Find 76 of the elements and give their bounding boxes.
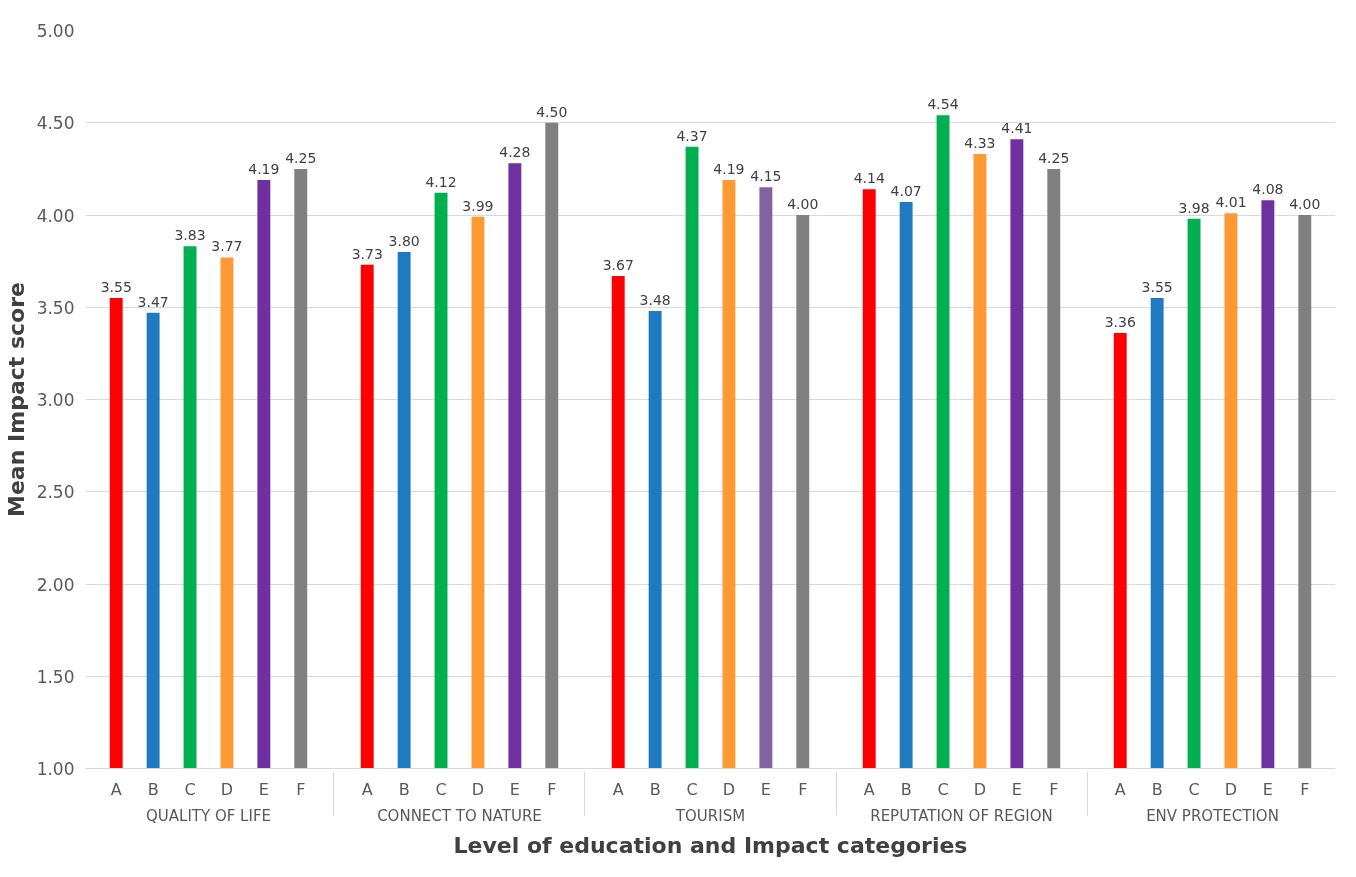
data-label: 3.48 (639, 291, 671, 308)
text: E (760, 779, 771, 799)
data-label: 3.73 (351, 245, 383, 262)
data-label: 4.25 (285, 149, 317, 166)
data-label: 4.54 (927, 96, 959, 113)
series-label: F (296, 779, 306, 799)
text: B (649, 779, 661, 799)
data-label: 3.80 (388, 232, 420, 249)
x-tick-label: CONNECT TO NATURE (377, 806, 542, 825)
data-label: 4.41 (1001, 120, 1033, 137)
text: D (722, 779, 736, 799)
x-tick-label: QUALITY OF LIFE (145, 806, 271, 825)
text: B (900, 779, 912, 799)
series-label: E (258, 779, 269, 799)
text: B (1151, 779, 1163, 799)
text: E (1011, 779, 1022, 799)
data-label: 3.99 (462, 197, 494, 214)
series-label: C (184, 779, 196, 799)
y-tick-label: 1.50 (36, 666, 75, 687)
text: F (1049, 779, 1059, 799)
data-label: 3.55 (100, 279, 132, 296)
series-label: A (110, 779, 122, 799)
series-label: B (147, 779, 159, 799)
y-tick-label: 3.50 (36, 297, 75, 318)
text: C (937, 779, 949, 799)
data-label: 4.14 (853, 170, 885, 187)
x-tick-label: TOURISM (674, 806, 746, 825)
data-label: 4.19 (248, 160, 280, 177)
data-label: 4.08 (1252, 181, 1284, 198)
y-tick-label: 2.00 (36, 574, 75, 595)
text: C (686, 779, 698, 799)
x-tick-label: REPUTATION OF REGION (870, 806, 1053, 825)
data-label: 3.83 (174, 227, 206, 244)
text: E (509, 779, 520, 799)
data-label: 4.37 (676, 127, 708, 144)
data-label: 4.00 (787, 196, 819, 212)
data-label: 4.25 (1038, 149, 1070, 166)
series-label: D (220, 779, 234, 799)
data-label: 4.33 (964, 135, 996, 152)
y-tick-label: 5.00 (36, 21, 75, 41)
data-label: 4.00 (1289, 196, 1321, 212)
data-label: 4.15 (750, 168, 782, 185)
y-axis-title: Mean Impact score (3, 282, 29, 517)
text: A (1114, 779, 1126, 799)
text: D (973, 779, 987, 799)
text: D (1224, 779, 1238, 799)
data-label: 3.98 (1178, 199, 1210, 216)
data-label: 4.19 (713, 160, 745, 177)
data-label: 4.07 (890, 183, 922, 200)
data-label: 3.55 (1141, 279, 1173, 296)
data-label: 4.28 (499, 144, 531, 161)
text: A (361, 779, 373, 799)
data-label: 4.01 (1215, 194, 1247, 211)
text: C (1188, 779, 1200, 799)
data-label: 4.50 (536, 103, 568, 120)
text: D (471, 779, 485, 799)
y-tick-label: 4.50 (36, 113, 75, 134)
text: E (1262, 779, 1273, 799)
data-label: 3.36 (1104, 314, 1136, 331)
text: F (547, 779, 557, 799)
text: F (1300, 779, 1310, 799)
y-tick-label: 4.00 (36, 205, 75, 226)
text: A (863, 779, 875, 799)
x-axis-title: Level of education and Impact categories (453, 832, 968, 858)
text: B (398, 779, 410, 799)
data-label: 4.12 (425, 173, 457, 190)
text: F (798, 779, 808, 799)
x-tick-label: ENV PROTECTION (1146, 806, 1279, 825)
y-tick-label: 1.00 (36, 759, 75, 779)
text: C (435, 779, 447, 799)
data-label: 3.67 (602, 256, 634, 273)
data-label: 3.47 (137, 293, 169, 310)
y-tick-label: 2.50 (36, 482, 75, 503)
text: A (612, 779, 624, 799)
data-label: 3.77 (211, 238, 243, 255)
y-tick-label: 3.00 (36, 390, 75, 410)
